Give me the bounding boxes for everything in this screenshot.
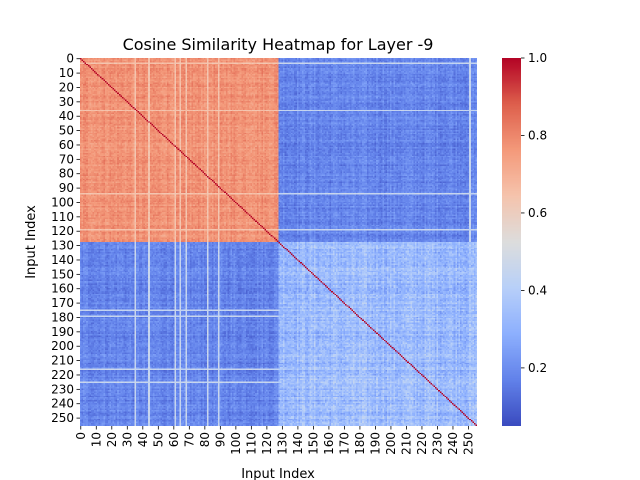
y-tick-label: 30 (59, 95, 74, 109)
colorbar-tick-label: 1.0 (528, 51, 547, 65)
y-tick-label: 10 (59, 66, 74, 80)
y-tick-label: 190 (51, 325, 74, 339)
x-tick-label: 30 (120, 432, 134, 447)
y-tick-label: 240 (51, 397, 74, 411)
colorbar-ticks: 1.0 0.8 0.6 0.4 0.2 (521, 51, 547, 375)
x-tick-label: 160 (322, 432, 336, 455)
x-tick-label: 120 (260, 432, 274, 455)
x-tick-label: 200 (384, 432, 398, 455)
y-tick-label: 250 (51, 411, 74, 425)
y-tick-label: 0 (66, 52, 74, 66)
x-tick-label: 130 (275, 432, 289, 455)
x-tick-label: 140 (291, 432, 305, 455)
x-tick-label: 20 (105, 432, 119, 447)
y-tick-label: 180 (51, 310, 74, 324)
x-tick-label: 180 (353, 432, 367, 455)
y-tick-label: 80 (59, 167, 74, 181)
chart-title: Cosine Similarity Heatmap for Layer -9 (123, 35, 434, 54)
y-tick-label: 130 (51, 239, 74, 253)
y-tick-label: 150 (51, 267, 74, 281)
x-tick-label: 40 (136, 432, 150, 447)
y-tick-label: 110 (51, 210, 74, 224)
x-tick-label: 80 (198, 432, 212, 447)
x-axis-ticks: 0 10 20 30 40 50 60 70 80 90 100 110 120 130 140 150 160… (74, 426, 475, 455)
x-tick-label: 240 (446, 432, 460, 455)
x-tick-label: 70 (182, 432, 196, 447)
y-axis-label: Input Index (24, 205, 39, 279)
x-tick-label: 170 (337, 432, 351, 455)
y-tick-label: 210 (51, 354, 74, 368)
y-tick-label: 50 (59, 124, 74, 138)
x-tick-label: 100 (229, 432, 243, 455)
y-tick-label: 120 (51, 224, 74, 238)
colorbar-gradient (502, 58, 521, 426)
x-tick-label: 250 (461, 432, 475, 455)
x-tick-label: 110 (244, 432, 258, 455)
colorbar-tick-label: 0.6 (528, 206, 547, 220)
y-tick-label: 140 (51, 253, 74, 267)
x-tick-label: 50 (151, 432, 165, 447)
x-tick-label: 150 (306, 432, 320, 455)
y-tick-label: 160 (51, 282, 74, 296)
colorbar-tick-label: 0.2 (528, 361, 547, 375)
colorbar-tick-label: 0.8 (528, 128, 547, 142)
y-tick-label: 60 (59, 138, 74, 152)
y-tick-label: 70 (59, 152, 74, 166)
x-tick-label: 190 (368, 432, 382, 455)
y-tick-label: 100 (51, 195, 74, 209)
colorbar-tick-label: 0.4 (528, 283, 547, 297)
x-tick-label: 0 (74, 432, 88, 440)
x-tick-label: 210 (399, 432, 413, 455)
y-tick-label: 200 (51, 339, 74, 353)
y-tick-label: 90 (59, 181, 74, 195)
x-axis-label: Input Index (241, 467, 315, 480)
y-tick-label: 220 (51, 368, 74, 382)
y-tick-label: 230 (51, 382, 74, 396)
x-tick-label: 230 (430, 432, 444, 455)
y-tick-label: 170 (51, 296, 74, 310)
x-tick-label: 10 (89, 432, 103, 447)
y-tick-label: 20 (59, 80, 74, 94)
x-tick-label: 220 (415, 432, 429, 455)
y-tick-label: 40 (59, 109, 74, 123)
y-axis-ticks: 0102030405060708090100110120130140150160… (51, 52, 80, 425)
heatmap-cells (80, 58, 477, 426)
x-tick-label: 60 (167, 432, 181, 447)
x-tick-label: 90 (213, 432, 227, 447)
